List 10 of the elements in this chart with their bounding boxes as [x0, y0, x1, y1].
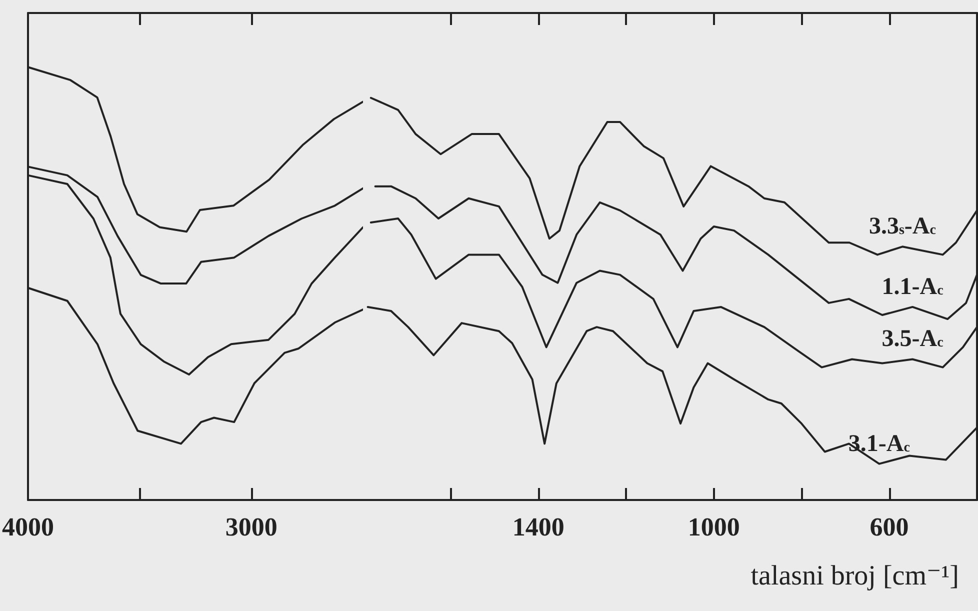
x-tick-label: 1400	[512, 512, 564, 542]
x-tick-label: 4000	[2, 512, 54, 542]
series-label: 3.3s-Ac	[868, 214, 936, 240]
x-tick-label: 1000	[688, 512, 740, 542]
series-label: 3.5-Ac	[882, 326, 944, 352]
series-label: 1.1-Ac	[882, 274, 944, 300]
x-tick-label: 600	[870, 512, 909, 542]
series-label: 3.1-Ac	[848, 430, 910, 457]
x-axis-title: talasni broj [cm⁻¹]	[750, 560, 959, 592]
x-tick-label: 3000	[225, 512, 278, 542]
